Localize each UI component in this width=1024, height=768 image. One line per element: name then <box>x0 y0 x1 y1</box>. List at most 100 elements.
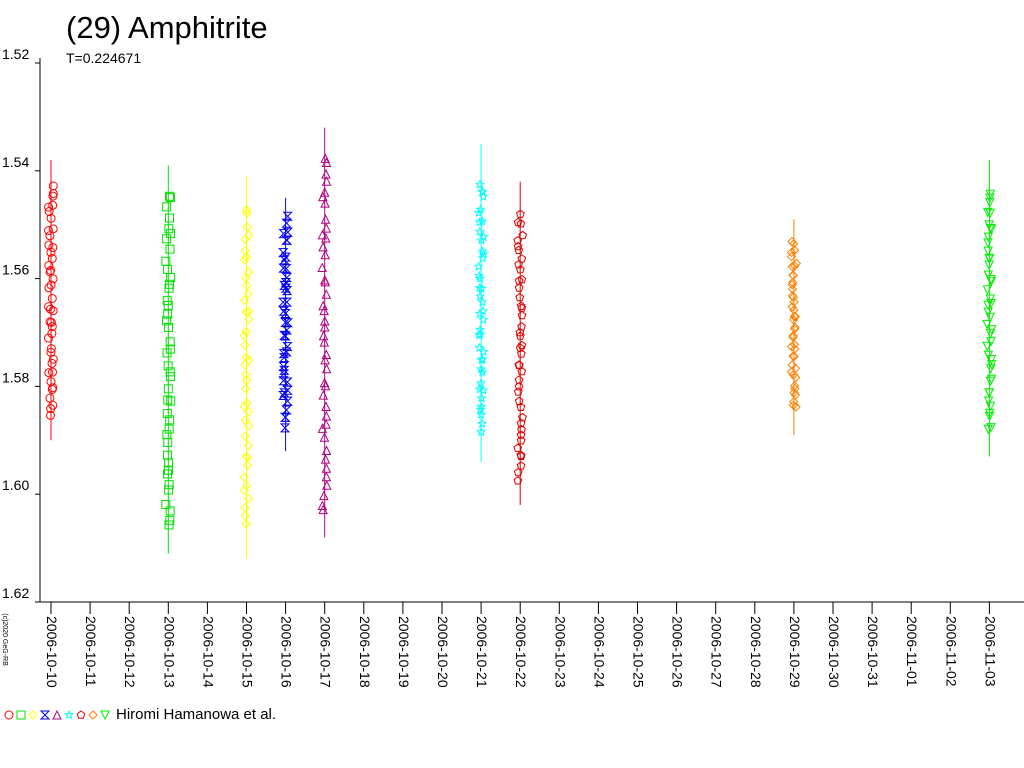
data-point <box>786 247 797 258</box>
data-point <box>165 337 175 347</box>
data-point <box>239 330 249 341</box>
data-point <box>985 294 996 305</box>
data-point <box>984 411 995 422</box>
chart-title: (29) Amphitrite <box>66 10 268 45</box>
data-point <box>513 476 523 485</box>
data-point <box>321 169 331 179</box>
data-point <box>321 157 332 168</box>
y-tick-label: 1.52 <box>2 46 29 62</box>
data-point <box>318 504 328 515</box>
data-point <box>47 254 57 264</box>
data-point <box>163 300 173 310</box>
data-point <box>513 467 523 477</box>
y-tick-label: 1.56 <box>2 262 29 278</box>
data-point <box>166 396 176 406</box>
data-point <box>789 339 800 350</box>
data-point <box>239 401 250 412</box>
plot-area <box>44 127 997 559</box>
data-point <box>791 402 801 412</box>
data-point <box>164 458 174 468</box>
data-point <box>164 520 174 530</box>
data-point <box>787 284 798 294</box>
data-point <box>985 329 996 339</box>
data-point <box>164 224 174 234</box>
data-point <box>320 153 331 163</box>
data-point <box>46 265 56 275</box>
data-point <box>163 437 173 447</box>
data-point <box>515 327 525 337</box>
data-point <box>516 402 526 411</box>
data-point <box>321 222 332 233</box>
y-tick-label: 1.58 <box>2 369 29 385</box>
data-point <box>164 424 174 434</box>
x-tick-label: 2006-10-11 <box>83 616 99 687</box>
data-point <box>47 367 57 377</box>
x-tick-label: 2006-10-20 <box>435 616 451 688</box>
data-point <box>321 232 331 243</box>
x-tick-label: 2006-10-13 <box>161 616 177 688</box>
data-point <box>786 251 797 262</box>
data-point <box>47 358 57 368</box>
data-point <box>165 191 175 201</box>
data-point <box>788 400 799 411</box>
data-point <box>982 341 992 352</box>
data-point <box>317 262 328 273</box>
data-point <box>474 179 485 189</box>
data-point <box>239 295 250 306</box>
data-point <box>44 333 54 343</box>
data-point <box>320 354 330 365</box>
data-point <box>242 280 252 291</box>
data-point <box>790 245 800 255</box>
data-point <box>242 208 252 218</box>
data-point <box>515 265 525 274</box>
x-tick-label: 2006-11-01 <box>904 616 920 687</box>
data-point <box>241 252 251 262</box>
data-point <box>278 349 289 359</box>
data-point <box>321 471 332 482</box>
data-point <box>164 480 174 490</box>
data-point <box>514 260 524 269</box>
data-point <box>241 306 251 317</box>
data-point <box>318 390 329 400</box>
data-point <box>789 351 799 362</box>
data-point <box>321 419 331 429</box>
data-point <box>279 353 290 363</box>
data-point <box>477 252 488 263</box>
data-point <box>984 254 995 265</box>
legend-marker <box>52 709 62 720</box>
series-2006-11-03 <box>982 160 997 457</box>
data-point <box>162 316 172 326</box>
data-point <box>240 255 250 265</box>
data-point <box>517 424 526 434</box>
data-point <box>241 375 252 386</box>
data-point <box>44 207 54 217</box>
data-point <box>163 264 173 274</box>
data-point <box>516 450 526 459</box>
data-point <box>983 238 993 249</box>
data-point <box>514 382 524 391</box>
data-point <box>986 299 996 309</box>
data-point <box>279 423 291 433</box>
data-point <box>278 248 289 258</box>
data-point <box>478 385 489 395</box>
data-point <box>513 235 523 245</box>
data-point <box>476 426 487 437</box>
data-point <box>165 367 175 377</box>
data-point <box>983 246 993 257</box>
data-point <box>788 330 798 341</box>
data-point <box>320 249 331 260</box>
data-point <box>318 191 328 202</box>
x-tick-label: 2006-10-14 <box>200 616 216 688</box>
data-point <box>280 331 291 341</box>
data-point <box>162 202 172 212</box>
data-point <box>281 264 292 274</box>
data-point <box>474 330 485 340</box>
data-point <box>513 443 523 452</box>
data-point <box>281 235 293 245</box>
data-point <box>475 291 486 301</box>
data-point <box>517 366 527 376</box>
data-point <box>984 408 995 419</box>
data-point <box>277 297 289 307</box>
data-point <box>788 315 799 325</box>
